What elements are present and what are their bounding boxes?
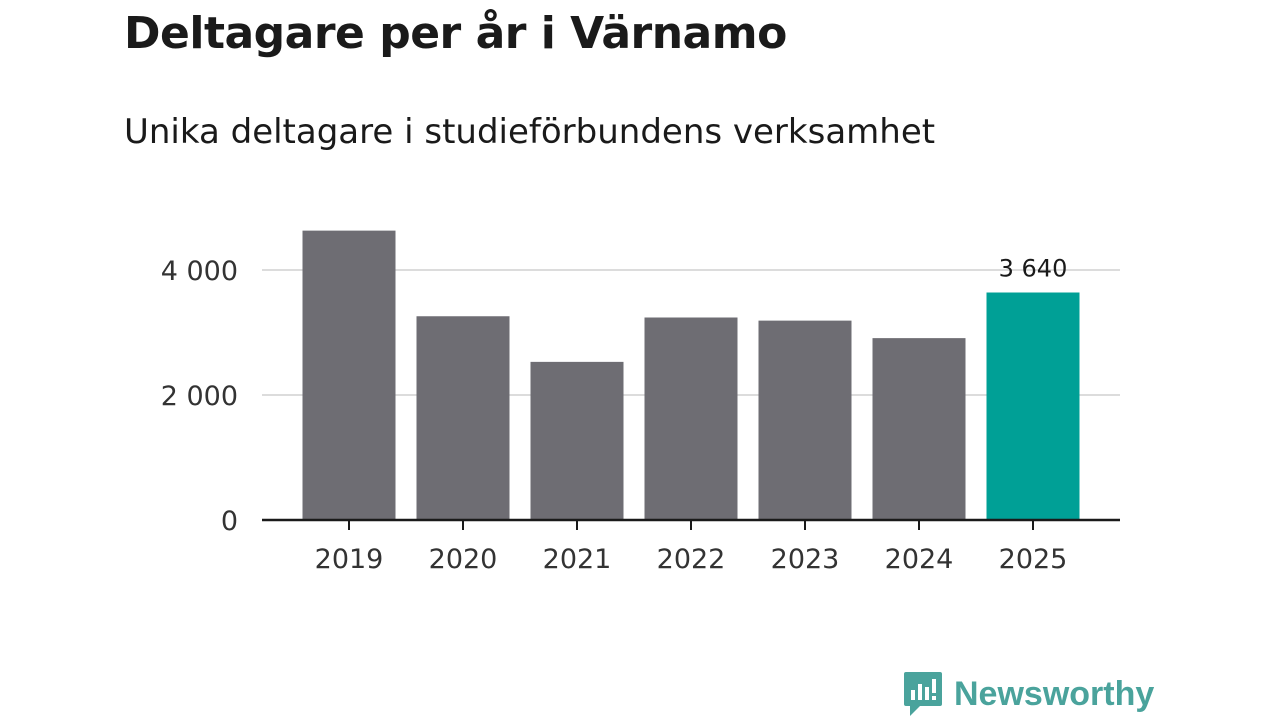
bar-2023 [758,320,852,520]
brand-name: Newsworthy [954,674,1155,713]
bar-2019 [302,230,396,520]
chart-subtitle: Unika deltagare i studieförbundens verks… [124,112,936,152]
x-tick-label: 2025 [999,544,1068,575]
bar-2024 [872,338,966,520]
x-tick-label: 2019 [315,544,384,575]
bar-2022 [644,317,738,520]
bar-2021 [530,361,624,520]
x-tick-label: 2023 [771,544,840,575]
x-tick-label: 2020 [429,544,498,575]
bar-2020 [416,316,510,520]
brand-logo: Newsworthy [902,670,1154,718]
newsworthy-logo-icon [904,672,942,716]
bar-2025 [986,292,1080,520]
x-tick-label: 2024 [885,544,954,575]
y-tick-label: 2 000 [161,381,238,412]
x-tick-label: 2021 [543,544,612,575]
chart-title: Deltagare per år i Värnamo [124,8,787,59]
x-tick-label: 2022 [657,544,726,575]
y-tick-label: 4 000 [161,256,238,287]
data-label: 3 640 [999,255,1068,283]
y-tick-label: 0 [221,506,238,537]
